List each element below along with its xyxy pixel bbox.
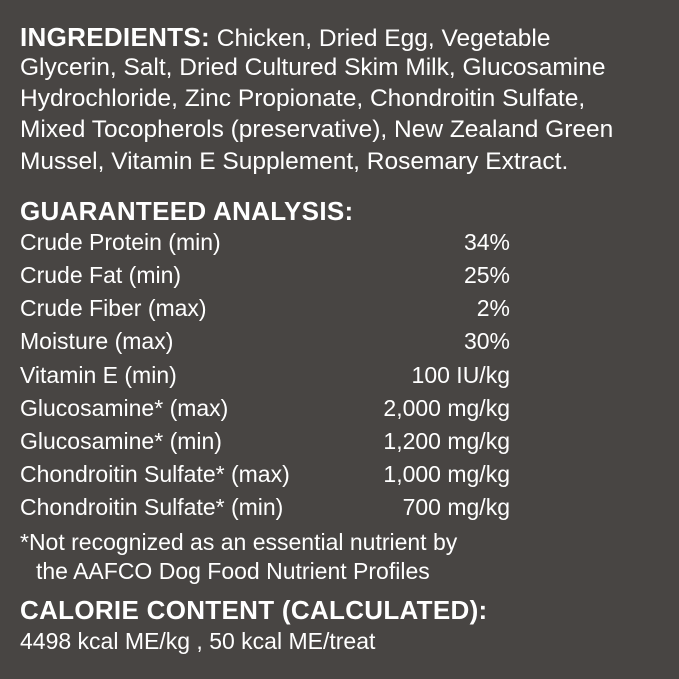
ingredients-line-4: Mixed Tocopherols (preservative), New Ze…	[20, 116, 614, 143]
ingredients-text: Chicken, Dried Egg, Vegetable	[216, 25, 551, 52]
row-value: 30%	[463, 328, 510, 354]
row-value: 25%	[463, 262, 510, 288]
row-value: 100 IU/kg	[411, 362, 510, 388]
row-value: 2%	[476, 295, 510, 321]
calorie-heading: CALORIE CONTENT (CALCULATED):	[20, 595, 488, 625]
analysis-row: Crude Protein (min) 34%	[20, 227, 510, 257]
row-value: 34%	[463, 229, 510, 255]
analysis-row: Crude Fat (min) 25%	[20, 260, 510, 290]
analysis-row: Crude Fiber (max) 2%	[20, 293, 510, 323]
analysis-row: Vitamin E (min) 100 IU/kg	[20, 360, 510, 390]
row-label: Crude Fat (min)	[20, 262, 182, 288]
analysis-row: Chondroitin Sulfate* (min) 700 mg/kg	[20, 492, 510, 522]
ingredients-line-1: INGREDIENTS: Chicken, Dried Egg, Vegetab…	[20, 22, 550, 54]
ingredients-heading: INGREDIENTS:	[20, 22, 210, 52]
row-label: Chondroitin Sulfate* (max)	[20, 461, 290, 487]
analysis-row: Glucosamine* (max) 2,000 mg/kg	[20, 393, 510, 423]
row-label: Crude Fiber (max)	[20, 295, 207, 321]
calorie-value: 4498 kcal ME/kg , 50 kcal ME/treat	[20, 628, 376, 654]
ingredients-line-5: Mussel, Vitamin E Supplement, Rosemary E…	[20, 148, 569, 175]
row-value: 1,000 mg/kg	[383, 461, 510, 487]
row-label: Glucosamine* (max)	[20, 395, 229, 421]
row-label: Crude Protein (min)	[20, 229, 221, 255]
footnote-line-2: the AAFCO Dog Food Nutrient Profiles	[36, 558, 430, 584]
row-value: 2,000 mg/kg	[383, 395, 510, 421]
row-label: Glucosamine* (min)	[20, 428, 222, 454]
row-value: 1,200 mg/kg	[383, 428, 510, 454]
row-value: 700 mg/kg	[402, 494, 510, 520]
analysis-row: Glucosamine* (min) 1,200 mg/kg	[20, 426, 510, 456]
analysis-row: Chondroitin Sulfate* (max) 1,000 mg/kg	[20, 459, 510, 489]
row-label: Vitamin E (min)	[20, 362, 177, 388]
analysis-heading: GUARANTEED ANALYSIS:	[20, 196, 354, 226]
analysis-row: Moisture (max) 30%	[20, 326, 510, 356]
footnote-line-1: *Not recognized as an essential nutrient…	[20, 529, 458, 555]
row-label: Chondroitin Sulfate* (min)	[20, 494, 284, 520]
ingredients-line-3: Hydrochloride, Zinc Propionate, Chondroi…	[20, 85, 586, 112]
ingredients-line-2: Glycerin, Salt, Dried Cultured Skim Milk…	[20, 54, 606, 81]
row-label: Moisture (max)	[20, 328, 174, 354]
